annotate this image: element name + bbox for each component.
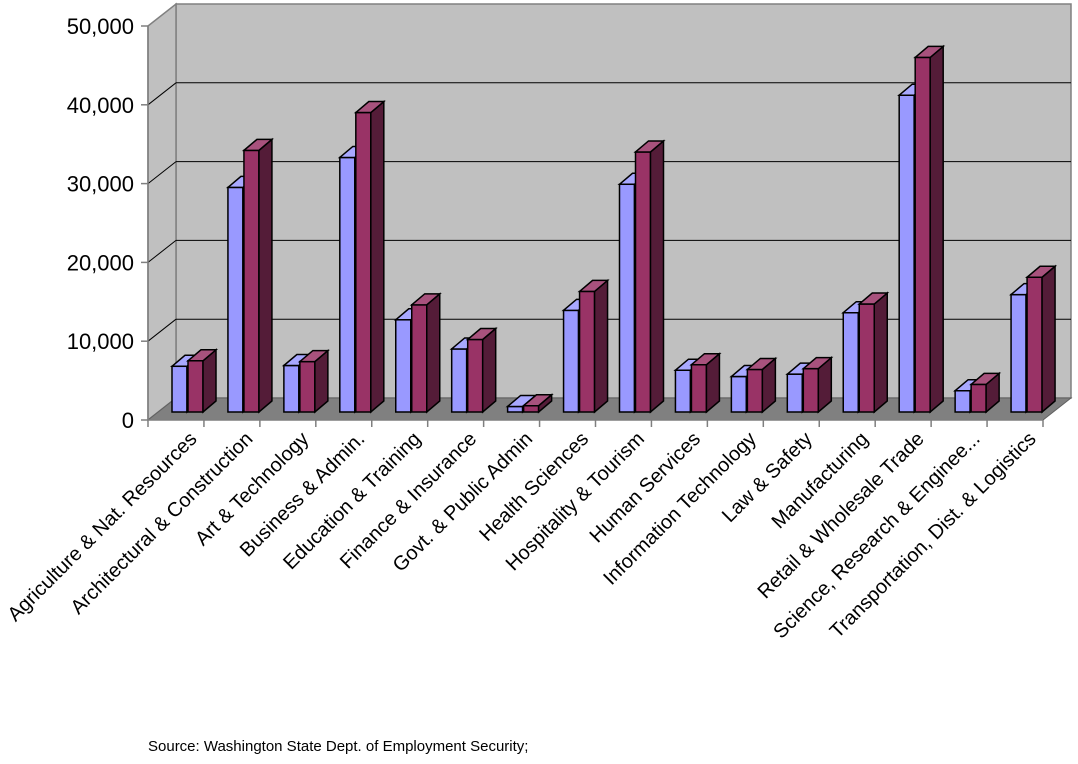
bar-top: [465, 327, 498, 341]
bar-front: [339, 156, 356, 413]
bar: [409, 292, 442, 414]
bar-side: [481, 326, 497, 414]
bar-top: [241, 138, 274, 152]
bar-front: [898, 94, 915, 413]
bar-front: [914, 56, 931, 413]
bar: [1025, 264, 1058, 414]
bar-front: [355, 111, 372, 413]
y-tick-label: 50,000: [67, 14, 134, 39]
bar: [969, 371, 1002, 414]
bar: [689, 352, 722, 414]
bar: [241, 137, 274, 414]
bars: [169, 44, 1058, 414]
bar-front: [187, 360, 204, 413]
bar-top: [185, 349, 219, 362]
bar-front: [562, 309, 580, 413]
x-tick-label: Science, Research & Enginee...: [769, 428, 984, 643]
bar: [577, 278, 610, 414]
bar-top: [969, 372, 1002, 386]
gridline-side: [147, 161, 177, 184]
bar: [521, 393, 554, 414]
bar-front: [411, 304, 428, 413]
y-tick-label: 0: [122, 408, 134, 433]
y-tick-label: 20,000: [67, 250, 134, 275]
bar-front: [283, 364, 300, 413]
bar: [465, 326, 498, 414]
bar-top: [521, 393, 554, 407]
y-tick-label: 30,000: [67, 172, 134, 197]
bar-front: [466, 338, 484, 413]
bar: [185, 348, 219, 414]
bar-top: [409, 293, 442, 306]
bar-top: [689, 352, 722, 366]
bar-front: [395, 319, 412, 413]
bar-front: [450, 348, 468, 413]
gridline-side: [147, 240, 177, 263]
bar-front: [802, 367, 820, 413]
bar: [353, 99, 386, 414]
bar-top: [913, 45, 946, 59]
bar-side: [1041, 264, 1056, 414]
bar-front: [243, 149, 260, 413]
bar-side: [929, 44, 944, 414]
bar: [801, 356, 834, 414]
bar-front: [1010, 293, 1027, 413]
x-tick-label: Manufacturing: [768, 428, 873, 533]
bar-front: [634, 151, 652, 413]
bar-front: [299, 360, 316, 413]
bar-front: [1026, 276, 1043, 413]
bar-front: [954, 389, 971, 413]
bar-front: [227, 186, 244, 413]
bar: [857, 291, 890, 414]
bar-side: [593, 278, 609, 414]
bar-front: [730, 375, 748, 413]
bar-front: [171, 365, 188, 413]
bar-side: [649, 139, 665, 414]
bar-side: [370, 99, 385, 414]
bar: [297, 348, 330, 414]
bar-top: [353, 100, 386, 114]
bar-side: [258, 137, 273, 414]
gridline-side: [147, 82, 177, 106]
y-tick-label: 40,000: [67, 93, 134, 118]
bar: [745, 356, 778, 414]
y-tick-label: 10,000: [67, 329, 134, 354]
side-wall: [147, 2, 177, 422]
bar-top: [297, 349, 330, 363]
y-axis-ticks: 0 10,000 20,000 30,000 40,000 50,000: [67, 14, 149, 433]
bar-top: [633, 140, 666, 153]
x-tick-label: Transportation, Dist. & Logistics: [826, 428, 1041, 643]
bar-front: [674, 369, 692, 413]
bar-front: [970, 383, 987, 413]
bar-top: [745, 357, 778, 371]
source-note: Source: Washington State Dept. of Employ…: [148, 738, 528, 755]
bar-front: [786, 373, 804, 413]
bar-top: [801, 356, 834, 370]
bar-side: [873, 291, 888, 414]
bar: [633, 139, 666, 414]
gridline-side: [147, 318, 177, 342]
bar-side: [426, 292, 441, 414]
bar-top: [857, 292, 890, 305]
bar-front: [522, 404, 540, 413]
bar-front: [578, 290, 596, 413]
bar-top: [577, 279, 610, 293]
bar-top: [1025, 265, 1058, 279]
bar-front: [858, 303, 875, 413]
bar-front: [842, 311, 859, 413]
bar-front: [618, 183, 636, 413]
x-axis-ticks: Agriculture & Nat. ResourcesArchitectura…: [4, 419, 1044, 643]
bar-front: [690, 363, 708, 413]
bar-front: [506, 405, 524, 413]
bar-front: [746, 368, 764, 413]
bar: [913, 44, 946, 414]
